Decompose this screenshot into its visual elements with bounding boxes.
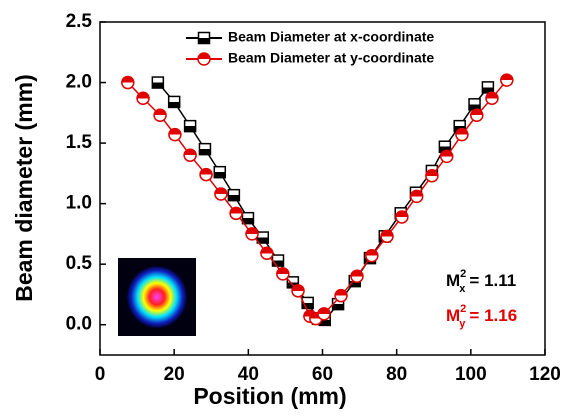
annotation: M2 y= 1.16 bbox=[446, 303, 517, 330]
legend-label: Beam Diameter at x-coordinate bbox=[228, 29, 434, 45]
marker bbox=[137, 92, 149, 104]
annotation-base: M bbox=[446, 306, 460, 325]
marker bbox=[198, 53, 210, 65]
marker bbox=[246, 228, 258, 240]
y-tick-label: 0.5 bbox=[66, 253, 93, 274]
marker bbox=[381, 230, 393, 242]
annotation-sup: 2 bbox=[460, 268, 466, 280]
marker bbox=[230, 207, 242, 219]
annotation-sup: 2 bbox=[460, 303, 466, 315]
y-tick-label: 1.5 bbox=[66, 132, 93, 153]
annotation: M2 x= 1.11 bbox=[446, 268, 516, 295]
annotation-text: = 1.11 bbox=[469, 271, 516, 290]
x-tick-label: 60 bbox=[312, 364, 333, 385]
marker bbox=[152, 77, 163, 88]
marker bbox=[469, 99, 480, 110]
marker bbox=[257, 232, 268, 243]
x-tick-label: 0 bbox=[95, 364, 106, 385]
marker bbox=[471, 109, 483, 121]
marker bbox=[396, 211, 408, 223]
marker bbox=[199, 144, 210, 155]
marker bbox=[200, 169, 212, 181]
marker bbox=[214, 167, 225, 178]
marker bbox=[501, 74, 513, 86]
series-line bbox=[158, 83, 488, 320]
x-tick-label: 100 bbox=[455, 364, 487, 385]
marker bbox=[154, 109, 166, 121]
marker bbox=[169, 96, 180, 107]
annotation-text: = 1.16 bbox=[469, 306, 517, 325]
chart: Position (mm) Beam diameter (mm) 0 20 40 60… bbox=[0, 0, 572, 416]
y-tick-label: 2.5 bbox=[66, 11, 93, 32]
marker bbox=[441, 150, 453, 162]
marker bbox=[242, 213, 253, 224]
marker bbox=[482, 82, 493, 93]
x-tick-label: 80 bbox=[386, 364, 407, 385]
marker bbox=[184, 149, 196, 161]
x-axis-label: Position (mm) bbox=[193, 383, 346, 409]
marker bbox=[277, 268, 289, 280]
marker bbox=[486, 92, 498, 104]
marker bbox=[199, 33, 210, 44]
marker bbox=[426, 170, 438, 182]
marker bbox=[366, 250, 378, 262]
marker bbox=[351, 270, 363, 282]
y-tick-label: 2.0 bbox=[66, 72, 92, 93]
y-tick-label: 0.0 bbox=[66, 314, 92, 335]
marker bbox=[169, 129, 181, 141]
marker bbox=[185, 121, 196, 132]
marker bbox=[122, 77, 134, 89]
marker bbox=[318, 308, 330, 320]
marker bbox=[335, 290, 347, 302]
y-tick-label: 1.0 bbox=[66, 193, 92, 214]
marker bbox=[273, 255, 284, 266]
marker bbox=[292, 285, 304, 297]
annotation-base: M bbox=[446, 271, 460, 290]
beam-spot bbox=[127, 266, 187, 328]
legend-label: Beam Diameter at y-coordinate bbox=[228, 50, 434, 66]
annotation-sub: y bbox=[459, 318, 466, 330]
x-tick-label: 20 bbox=[164, 364, 185, 385]
annotation-sub: x bbox=[459, 283, 466, 295]
y-axis-label: Beam diameter (mm) bbox=[11, 74, 37, 302]
x-tick-label: 120 bbox=[529, 364, 561, 385]
marker bbox=[456, 129, 468, 141]
marker bbox=[215, 188, 227, 200]
marker bbox=[411, 190, 423, 202]
marker bbox=[261, 247, 273, 259]
x-tick-label: 40 bbox=[238, 364, 259, 385]
marker bbox=[228, 190, 239, 201]
